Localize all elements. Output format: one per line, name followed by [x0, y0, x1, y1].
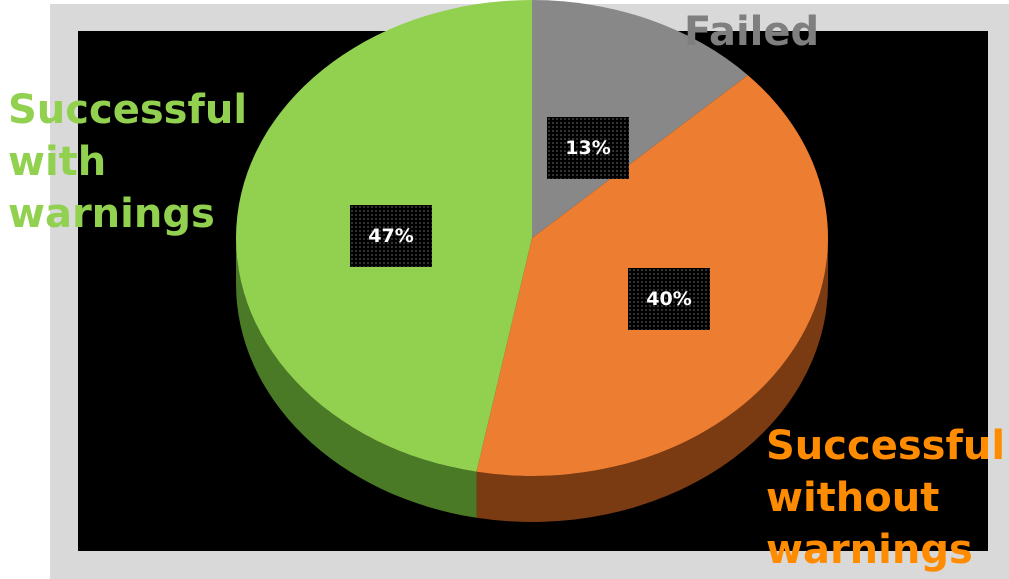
pie-side-2: [235, 238, 477, 518]
data-label-failed: 13%: [547, 117, 629, 179]
category-label-failed: Failed: [684, 9, 820, 55]
category-label-successful-without-warnings: Successful without warnings: [766, 423, 1006, 573]
data-label-successful-with-warnings: 47%: [350, 205, 432, 267]
data-label-successful-without-warnings: 40%: [628, 268, 710, 330]
category-label-successful-with-warnings: Successful with warnings: [8, 87, 248, 237]
pie-side-1: [476, 238, 828, 522]
